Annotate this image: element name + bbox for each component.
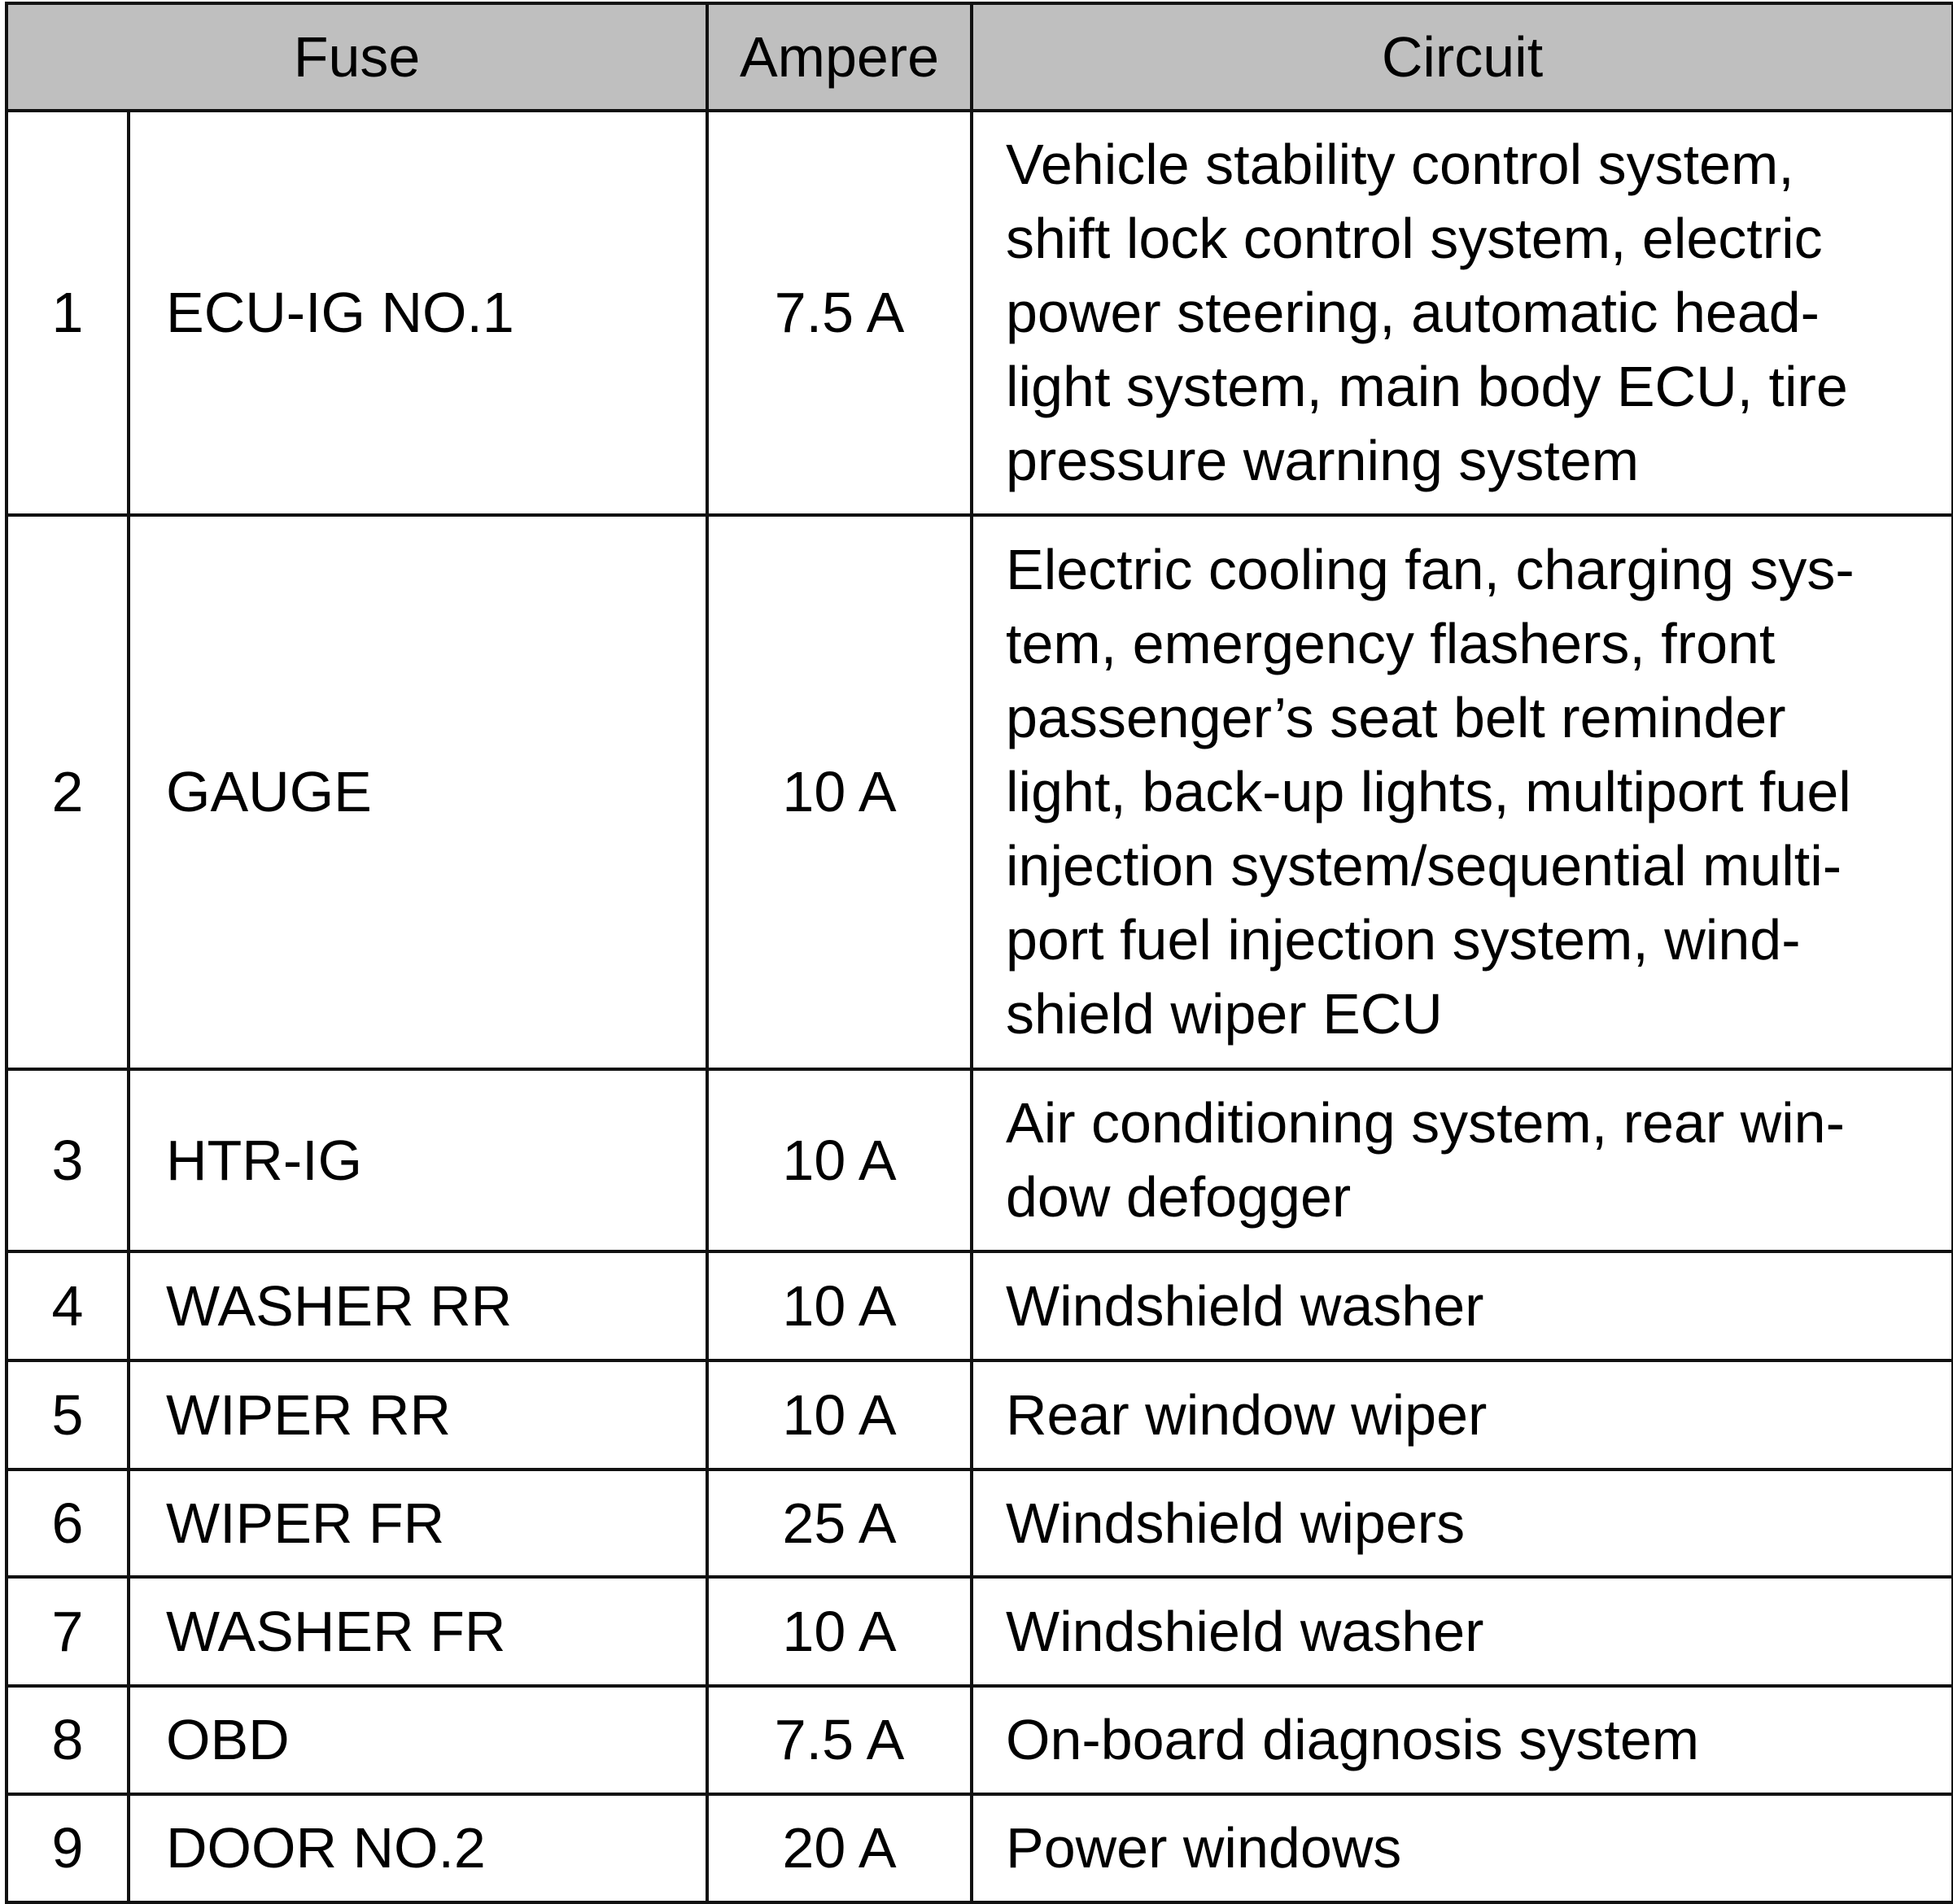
fuse-name: GAUGE <box>127 513 709 1071</box>
fuse-ampere: 20 A <box>706 1793 973 1904</box>
table-row: 4 WASHER RR 10 A Windshield washer <box>5 1250 1953 1362</box>
fuse-ampere: 10 A <box>706 1575 973 1688</box>
fuse-circuit: Power windows <box>970 1793 1953 1904</box>
fuse-circuit: Vehicle stability control system, shift … <box>970 109 1953 517</box>
fuse-circuit: Rear window wiper <box>970 1359 1953 1471</box>
table-row: 5 WIPER RR 10 A Rear window wiper <box>5 1359 1953 1471</box>
header-ampere: Ampere <box>706 2 973 112</box>
fuse-ampere: 7.5 A <box>706 1684 973 1796</box>
fuse-number: 3 <box>5 1068 130 1253</box>
fuse-circuit: Air conditioning system, rear win- dow d… <box>970 1068 1953 1253</box>
fuse-name: WIPER RR <box>127 1359 709 1471</box>
table-row: 8 OBD 7.5 A On-board diagnosis system <box>5 1684 1953 1796</box>
fuse-table: Fuse Ampere Circuit 1 ECU-IG NO.1 7.5 A Veh… <box>5 2 1953 1904</box>
fuse-ampere: 10 A <box>706 513 973 1071</box>
table-row: 6 WIPER FR 25 A Windshield wipers <box>5 1468 1953 1579</box>
fuse-name: HTR-IG <box>127 1068 709 1253</box>
fuse-number: 2 <box>5 513 130 1071</box>
fuse-circuit: Windshield washer <box>970 1575 1953 1688</box>
fuse-ampere: 7.5 A <box>706 109 973 517</box>
fuse-name: WIPER FR <box>127 1468 709 1579</box>
table-row: 3 HTR-IG 10 A Air conditioning system, rear… <box>5 1068 1953 1253</box>
table-row: 7 WASHER FR 10 A Windshield washer <box>5 1575 1953 1688</box>
fuse-circuit: Windshield wipers <box>970 1468 1953 1579</box>
header-circuit: Circuit <box>970 2 1953 112</box>
fuse-number: 6 <box>5 1468 130 1579</box>
fuse-number: 7 <box>5 1575 130 1688</box>
fuse-name: WASHER FR <box>127 1575 709 1688</box>
fuse-number: 9 <box>5 1793 130 1904</box>
fuse-ampere: 25 A <box>706 1468 973 1579</box>
fuse-name: WASHER RR <box>127 1250 709 1362</box>
fuse-name: DOOR NO.2 <box>127 1793 709 1904</box>
header-fuse: Fuse <box>5 2 709 112</box>
fuse-name: OBD <box>127 1684 709 1796</box>
fuse-number: 5 <box>5 1359 130 1471</box>
fuse-ampere: 10 A <box>706 1250 973 1362</box>
fuse-circuit: Windshield washer <box>970 1250 1953 1362</box>
fuse-circuit: Electric cooling fan, charging sys- tem,… <box>970 513 1953 1071</box>
fuse-number: 8 <box>5 1684 130 1796</box>
fuse-name: ECU-IG NO.1 <box>127 109 709 517</box>
fuse-number: 1 <box>5 109 130 517</box>
fuse-number: 4 <box>5 1250 130 1362</box>
fuse-ampere: 10 A <box>706 1359 973 1471</box>
table-row: 1 ECU-IG NO.1 7.5 A Vehicle stability contr… <box>5 109 1953 517</box>
fuse-ampere: 10 A <box>706 1068 973 1253</box>
header-row: Fuse Ampere Circuit <box>5 2 1953 112</box>
fuse-circuit: On-board diagnosis system <box>970 1684 1953 1796</box>
table-row: 2 GAUGE 10 A Electric cooling fan, charging… <box>5 513 1953 1071</box>
table-row: 9 DOOR NO.2 20 A Power windows <box>5 1793 1953 1904</box>
